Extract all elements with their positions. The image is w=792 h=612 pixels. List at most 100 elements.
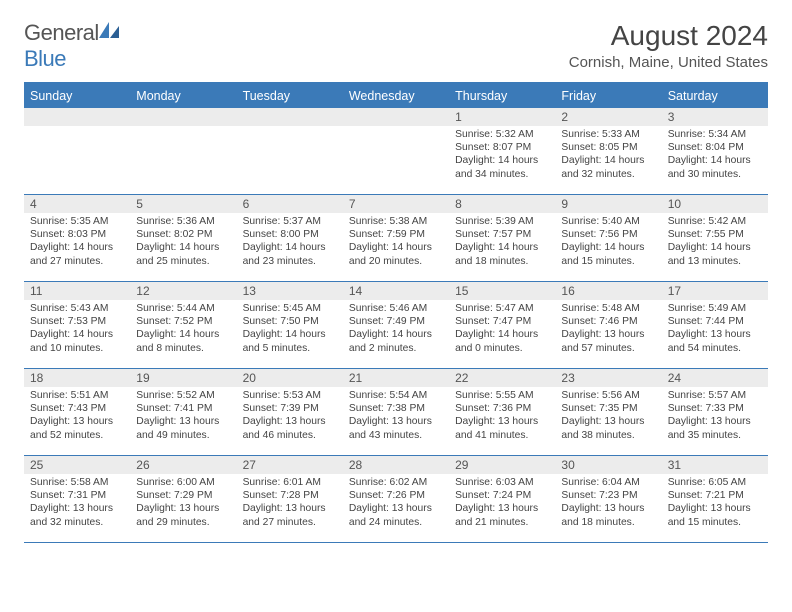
day-number: 19	[130, 369, 236, 387]
day-details: Sunrise: 5:35 AM Sunset: 8:03 PM Dayligh…	[24, 213, 130, 268]
day-details: Sunrise: 6:02 AM Sunset: 7:26 PM Dayligh…	[343, 474, 449, 529]
day-number: 2	[555, 108, 661, 126]
calendar-day-cell: 13Sunrise: 5:45 AM Sunset: 7:50 PM Dayli…	[237, 282, 343, 368]
day-number: 9	[555, 195, 661, 213]
weekday-header: Sunday	[24, 85, 130, 108]
day-details	[130, 126, 236, 128]
day-number: 5	[130, 195, 236, 213]
sail-icon	[99, 20, 121, 38]
title-block: August 2024 Cornish, Maine, United State…	[569, 20, 768, 71]
day-number: 14	[343, 282, 449, 300]
day-number: 22	[449, 369, 555, 387]
day-details: Sunrise: 5:54 AM Sunset: 7:38 PM Dayligh…	[343, 387, 449, 442]
calendar-grid: Sunday Monday Tuesday Wednesday Thursday…	[24, 82, 768, 543]
calendar-day-cell: 10Sunrise: 5:42 AM Sunset: 7:55 PM Dayli…	[662, 195, 768, 281]
day-details: Sunrise: 5:58 AM Sunset: 7:31 PM Dayligh…	[24, 474, 130, 529]
weekday-header: Monday	[130, 85, 236, 108]
day-number	[24, 108, 130, 126]
calendar-day-cell: 3Sunrise: 5:34 AM Sunset: 8:04 PM Daylig…	[662, 108, 768, 194]
calendar-day-cell	[237, 108, 343, 194]
calendar-day-cell: 30Sunrise: 6:04 AM Sunset: 7:23 PM Dayli…	[555, 456, 661, 542]
calendar-day-cell: 9Sunrise: 5:40 AM Sunset: 7:56 PM Daylig…	[555, 195, 661, 281]
day-number: 8	[449, 195, 555, 213]
calendar-day-cell: 5Sunrise: 5:36 AM Sunset: 8:02 PM Daylig…	[130, 195, 236, 281]
day-details: Sunrise: 6:05 AM Sunset: 7:21 PM Dayligh…	[662, 474, 768, 529]
day-details: Sunrise: 5:56 AM Sunset: 7:35 PM Dayligh…	[555, 387, 661, 442]
page-header: General Blue August 2024 Cornish, Maine,…	[24, 20, 768, 72]
day-details: Sunrise: 5:34 AM Sunset: 8:04 PM Dayligh…	[662, 126, 768, 181]
day-number: 21	[343, 369, 449, 387]
day-details: Sunrise: 5:57 AM Sunset: 7:33 PM Dayligh…	[662, 387, 768, 442]
day-number	[237, 108, 343, 126]
day-number: 26	[130, 456, 236, 474]
day-number: 27	[237, 456, 343, 474]
day-number: 12	[130, 282, 236, 300]
day-number	[130, 108, 236, 126]
calendar-week-row: 11Sunrise: 5:43 AM Sunset: 7:53 PM Dayli…	[24, 282, 768, 369]
logo-word2: Blue	[24, 46, 66, 71]
day-details: Sunrise: 5:49 AM Sunset: 7:44 PM Dayligh…	[662, 300, 768, 355]
day-number: 31	[662, 456, 768, 474]
day-details: Sunrise: 5:47 AM Sunset: 7:47 PM Dayligh…	[449, 300, 555, 355]
day-details: Sunrise: 5:44 AM Sunset: 7:52 PM Dayligh…	[130, 300, 236, 355]
weekday-header-row: Sunday Monday Tuesday Wednesday Thursday…	[24, 85, 768, 108]
day-details: Sunrise: 5:55 AM Sunset: 7:36 PM Dayligh…	[449, 387, 555, 442]
day-details: Sunrise: 5:52 AM Sunset: 7:41 PM Dayligh…	[130, 387, 236, 442]
calendar-day-cell	[130, 108, 236, 194]
calendar-day-cell	[343, 108, 449, 194]
day-details: Sunrise: 5:42 AM Sunset: 7:55 PM Dayligh…	[662, 213, 768, 268]
calendar-day-cell: 22Sunrise: 5:55 AM Sunset: 7:36 PM Dayli…	[449, 369, 555, 455]
day-details: Sunrise: 6:00 AM Sunset: 7:29 PM Dayligh…	[130, 474, 236, 529]
day-number: 16	[555, 282, 661, 300]
day-number: 28	[343, 456, 449, 474]
day-details: Sunrise: 6:01 AM Sunset: 7:28 PM Dayligh…	[237, 474, 343, 529]
month-title: August 2024	[569, 20, 768, 52]
calendar-day-cell: 18Sunrise: 5:51 AM Sunset: 7:43 PM Dayli…	[24, 369, 130, 455]
calendar-week-row: 1Sunrise: 5:32 AM Sunset: 8:07 PM Daylig…	[24, 108, 768, 195]
calendar-page: General Blue August 2024 Cornish, Maine,…	[0, 0, 792, 543]
calendar-day-cell: 6Sunrise: 5:37 AM Sunset: 8:00 PM Daylig…	[237, 195, 343, 281]
day-details: Sunrise: 5:32 AM Sunset: 8:07 PM Dayligh…	[449, 126, 555, 181]
calendar-day-cell: 23Sunrise: 5:56 AM Sunset: 7:35 PM Dayli…	[555, 369, 661, 455]
day-details: Sunrise: 5:36 AM Sunset: 8:02 PM Dayligh…	[130, 213, 236, 268]
weekday-header: Tuesday	[237, 85, 343, 108]
logo-word1: General	[24, 20, 99, 45]
day-number: 20	[237, 369, 343, 387]
day-number: 13	[237, 282, 343, 300]
calendar-week-row: 25Sunrise: 5:58 AM Sunset: 7:31 PM Dayli…	[24, 456, 768, 543]
calendar-day-cell: 8Sunrise: 5:39 AM Sunset: 7:57 PM Daylig…	[449, 195, 555, 281]
day-details	[24, 126, 130, 128]
day-number: 25	[24, 456, 130, 474]
day-details: Sunrise: 5:46 AM Sunset: 7:49 PM Dayligh…	[343, 300, 449, 355]
day-number: 18	[24, 369, 130, 387]
day-number: 1	[449, 108, 555, 126]
weekday-header: Friday	[555, 85, 661, 108]
day-details: Sunrise: 6:03 AM Sunset: 7:24 PM Dayligh…	[449, 474, 555, 529]
calendar-day-cell: 29Sunrise: 6:03 AM Sunset: 7:24 PM Dayli…	[449, 456, 555, 542]
day-details: Sunrise: 6:04 AM Sunset: 7:23 PM Dayligh…	[555, 474, 661, 529]
location-subtitle: Cornish, Maine, United States	[569, 54, 768, 71]
calendar-day-cell: 26Sunrise: 6:00 AM Sunset: 7:29 PM Dayli…	[130, 456, 236, 542]
calendar-day-cell: 31Sunrise: 6:05 AM Sunset: 7:21 PM Dayli…	[662, 456, 768, 542]
day-details: Sunrise: 5:53 AM Sunset: 7:39 PM Dayligh…	[237, 387, 343, 442]
logo: General Blue	[24, 20, 121, 72]
day-number: 7	[343, 195, 449, 213]
calendar-week-row: 18Sunrise: 5:51 AM Sunset: 7:43 PM Dayli…	[24, 369, 768, 456]
day-number: 30	[555, 456, 661, 474]
calendar-day-cell: 20Sunrise: 5:53 AM Sunset: 7:39 PM Dayli…	[237, 369, 343, 455]
calendar-day-cell: 16Sunrise: 5:48 AM Sunset: 7:46 PM Dayli…	[555, 282, 661, 368]
weeks-container: 1Sunrise: 5:32 AM Sunset: 8:07 PM Daylig…	[24, 108, 768, 543]
day-number: 23	[555, 369, 661, 387]
day-number: 24	[662, 369, 768, 387]
calendar-day-cell: 7Sunrise: 5:38 AM Sunset: 7:59 PM Daylig…	[343, 195, 449, 281]
day-details: Sunrise: 5:38 AM Sunset: 7:59 PM Dayligh…	[343, 213, 449, 268]
day-details: Sunrise: 5:39 AM Sunset: 7:57 PM Dayligh…	[449, 213, 555, 268]
weekday-header: Wednesday	[343, 85, 449, 108]
calendar-day-cell: 4Sunrise: 5:35 AM Sunset: 8:03 PM Daylig…	[24, 195, 130, 281]
calendar-day-cell: 2Sunrise: 5:33 AM Sunset: 8:05 PM Daylig…	[555, 108, 661, 194]
day-number	[343, 108, 449, 126]
weekday-header: Thursday	[449, 85, 555, 108]
day-details: Sunrise: 5:40 AM Sunset: 7:56 PM Dayligh…	[555, 213, 661, 268]
calendar-day-cell: 24Sunrise: 5:57 AM Sunset: 7:33 PM Dayli…	[662, 369, 768, 455]
calendar-day-cell: 28Sunrise: 6:02 AM Sunset: 7:26 PM Dayli…	[343, 456, 449, 542]
